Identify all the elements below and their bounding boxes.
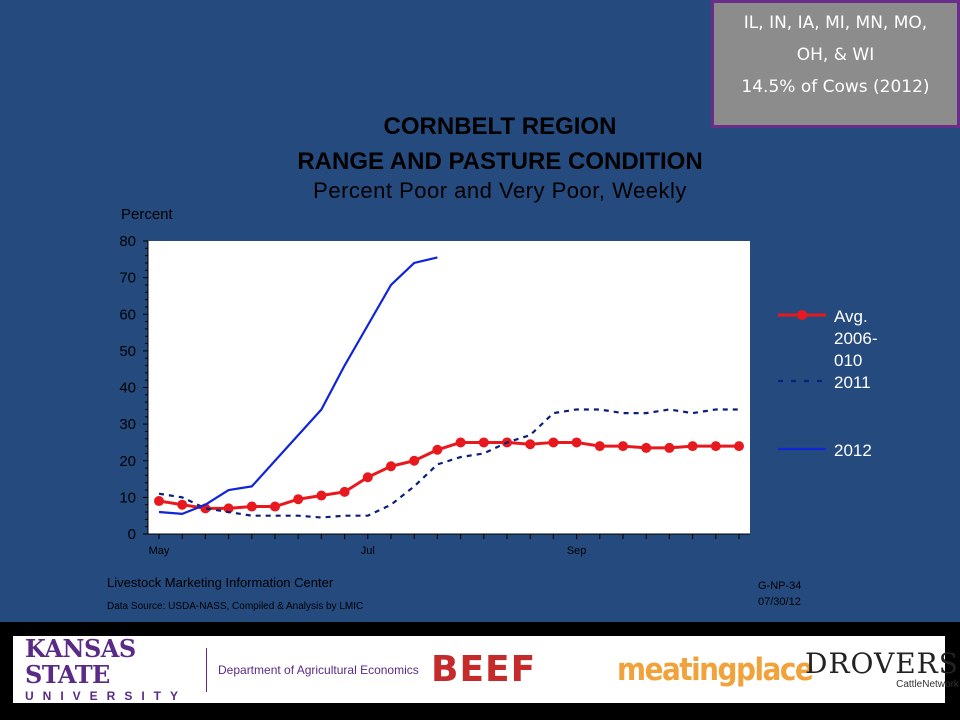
chart-date: 07/30/12	[758, 596, 801, 608]
beef-logo[interactable]: BEEF	[431, 649, 537, 690]
department-label: Department of Agricultural Economics	[218, 662, 419, 677]
y-tick-label: 10	[119, 489, 136, 506]
data-point	[432, 444, 443, 455]
drovers-subtitle: CattleNetwork	[896, 678, 959, 690]
y-tick-label: 70	[119, 270, 136, 287]
data-point	[525, 439, 536, 450]
region-states-line1: IL, IN, IA, MI, MN, MO,	[743, 13, 928, 33]
data-point	[641, 442, 652, 453]
meatingplace-logo[interactable]: meatingplace	[617, 651, 814, 688]
data-point	[478, 437, 489, 448]
x-tick-label: May	[149, 545, 170, 557]
region-info-box: IL, IN, IA, MI, MN, MO, OH, & WI 14.5% o…	[711, 0, 960, 128]
x-tick-label: Sep	[567, 545, 587, 557]
region-states-line2: OH, & WI	[796, 45, 875, 65]
region-cow-share: 14.5% of Cows (2012)	[741, 77, 930, 97]
ksu-name: KANSAS STATE	[25, 633, 136, 689]
data-point	[618, 441, 628, 452]
logo-divider	[206, 648, 207, 692]
y-tick-label: 60	[119, 306, 136, 323]
data-point	[177, 499, 188, 510]
data-point	[687, 441, 698, 452]
y-tick-label: 20	[119, 453, 136, 470]
data-point	[270, 501, 280, 512]
x-tick-label: Jul	[361, 545, 375, 557]
data-point	[710, 441, 721, 452]
plot-area	[148, 241, 750, 534]
data-point	[386, 461, 396, 472]
data-point	[734, 441, 744, 452]
y-tick-label: 50	[119, 343, 136, 360]
data-point	[339, 486, 350, 497]
data-point	[664, 442, 675, 453]
data-point	[246, 501, 257, 512]
ksu-university: UNIVERSITY	[25, 688, 188, 703]
y-axis-label: Percent	[121, 206, 173, 223]
legend-label: Avg.	[834, 307, 868, 326]
data-point	[316, 490, 327, 501]
legend-label: 2011	[834, 373, 871, 392]
chart-subtitle-2: Percent Poor and Very Poor, Weekly	[313, 178, 687, 203]
series-line-2011	[158, 408, 739, 519]
chart-code: G-NP-34 07/30/12	[758, 578, 801, 610]
chart-title: CORNBELT REGION	[383, 113, 617, 140]
kansas-state-logo[interactable]: KANSAS STATE UNIVERSITY	[25, 633, 205, 703]
data-point	[409, 455, 420, 466]
data-source: Data Source: USDA-NASS, Compiled & Analy…	[107, 601, 364, 612]
data-point	[362, 472, 373, 483]
lmic-credit: Livestock Marketing Information Center	[107, 575, 334, 590]
legend-marker	[797, 310, 807, 320]
series-line-avg-2006-010	[158, 440, 739, 510]
legend-label: 2012	[834, 441, 872, 460]
y-tick-label: 0	[128, 526, 136, 543]
data-point	[293, 494, 304, 505]
drovers-logo[interactable]: DROVERS CattleNetwork	[805, 636, 959, 703]
data-point	[455, 437, 466, 448]
legend-label: 2006-	[834, 329, 877, 348]
sponsor-footer: KANSAS STATE UNIVERSITY Department of Ag…	[13, 633, 959, 703]
data-point	[594, 441, 605, 452]
data-point	[223, 503, 234, 514]
legend-label: 010	[834, 351, 862, 370]
series-line-2012	[158, 256, 438, 515]
data-point	[571, 437, 582, 448]
data-point	[154, 496, 164, 507]
y-tick-label: 40	[119, 380, 136, 397]
data-point	[548, 437, 559, 448]
drovers-name: DROVERS	[805, 646, 959, 680]
chart-subtitle: RANGE AND PASTURE CONDITION	[297, 148, 703, 175]
y-tick-label: 30	[119, 416, 136, 433]
slide-background: IL, IN, IA, MI, MN, MO, OH, & WI 14.5% o…	[0, 0, 960, 622]
chart-id: G-NP-34	[758, 580, 802, 592]
y-tick-label: 80	[119, 233, 136, 250]
